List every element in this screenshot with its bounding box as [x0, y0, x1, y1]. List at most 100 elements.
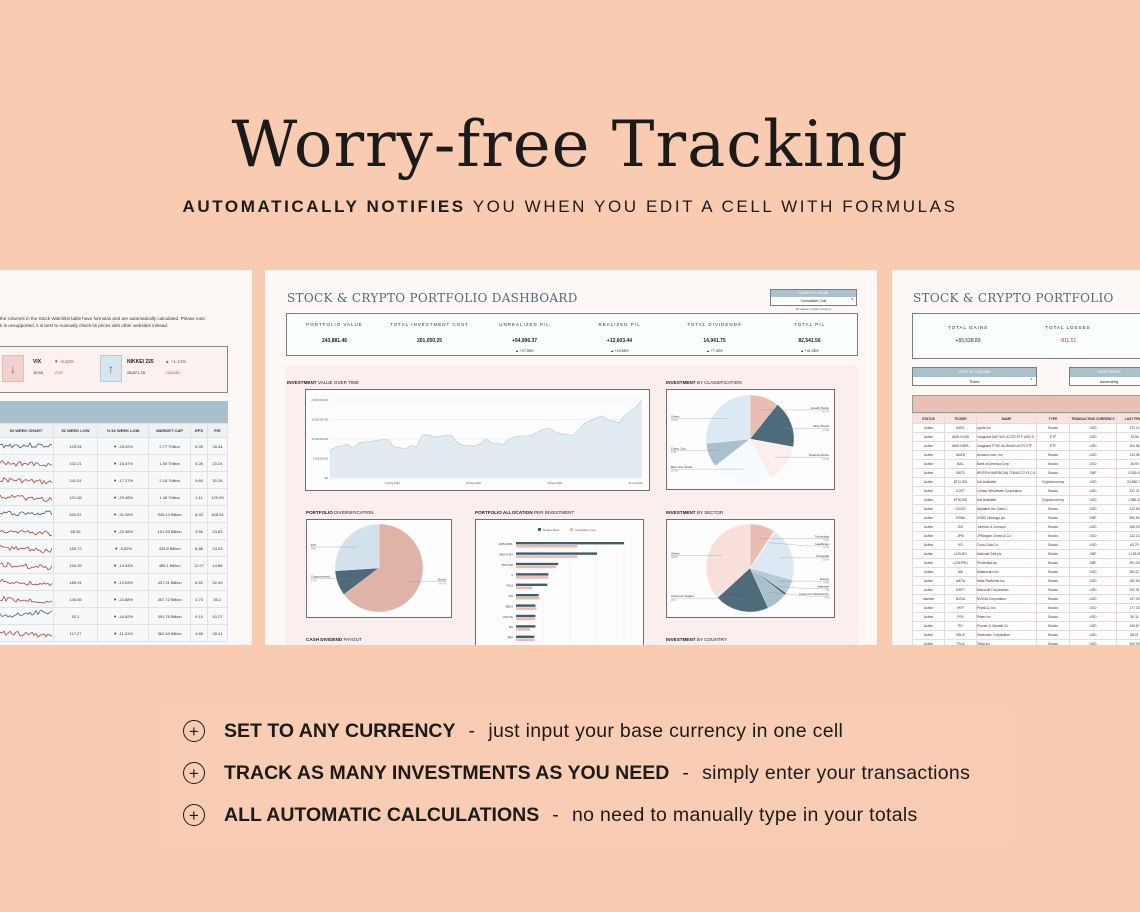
feature-desc: no need to manually type in your totals — [572, 803, 918, 826]
table-cell: Active — [912, 459, 945, 469]
table-row: Inactive NVDA NVIDIA Corporation Stocks USD 1… — [912, 594, 1140, 604]
table-cell: Apple Inc — [976, 423, 1037, 433]
table-cell: 143.55 — [1116, 450, 1140, 460]
table-cell: 8.33 — [190, 505, 208, 523]
separator: - — [468, 719, 476, 742]
table-row: 52.1 ▼ -44.82% 391.76 Billion 9.15 10.27 — [0, 607, 229, 625]
sort-order-dropdown[interactable]: SORT ORDER Ascending — [1069, 367, 1140, 386]
table-cell: Active — [912, 558, 945, 568]
table-cell: JPM — [944, 531, 977, 541]
kpi-value: +12,603.44 — [606, 338, 633, 344]
table-cell: USD — [1069, 486, 1117, 496]
column-header[interactable]: NAME — [976, 413, 1037, 424]
column-header[interactable]: TYPE — [1036, 413, 1070, 424]
table-cell: ▼ -17.27% — [97, 471, 150, 489]
table-cell: ▼ -25.02% — [97, 437, 150, 455]
table-row: 154.25 ▼ -14.54% 485.1 Billion 12.07 14.86 — [0, 556, 229, 574]
table-cell: 50.11 — [1116, 612, 1140, 622]
table-cell: Active — [912, 477, 945, 487]
slice-value: 7.6% — [824, 597, 830, 600]
table-cell: Active — [912, 630, 945, 640]
column-header[interactable]: STATUS — [912, 413, 945, 424]
gains-box: TOTAL GAINS +83,528.83 TOTAL LOSSES -811… — [912, 313, 1140, 359]
kpi-value: 82,541.56 — [798, 338, 821, 344]
table-cell: AMS:VWRL — [944, 441, 977, 451]
table-cell: ▼ -31.06% — [97, 505, 150, 523]
table-cell: 537.21 — [1116, 486, 1140, 496]
sort-column-dropdown[interactable]: SORT BY COLUMN Ticker ▾ — [912, 367, 1037, 386]
column-header[interactable]: TRANSACTING CURRENCY — [1069, 413, 1117, 424]
table-cell: Active — [912, 423, 945, 433]
table-cell: 362.43 Billion — [148, 624, 192, 642]
sparkline — [0, 595, 53, 604]
table-cell: 1,135.50 — [1116, 549, 1140, 559]
table-cell: USD — [1069, 567, 1117, 577]
table-row: Active PEP PepsiCo, Inc Stocks USD 177.33 — [912, 603, 1140, 613]
chart-by-dropdown[interactable]: CHART BY VALUE Cumulative Cost ▾ — [770, 289, 857, 306]
kpi-label: REALIZED P/L — [598, 322, 641, 327]
slice-label: Blue Chip Stocks — [671, 465, 693, 469]
bar-market-value — [516, 635, 535, 638]
table-cell: 940.14 Billion — [148, 505, 192, 523]
index-name: NIKKEI 225 — [127, 359, 154, 365]
plus-circle-icon: + — [183, 762, 205, 784]
column-header[interactable]: 52 WEEK CHART — [0, 423, 54, 438]
table-cell: MSFT — [944, 585, 977, 595]
column-header[interactable]: % 52 WEEK LOW — [97, 423, 150, 438]
note-line-2: k is unsupported, it is best to manually… — [0, 323, 169, 328]
index-change: -0.67 — [54, 370, 64, 375]
table-cell: ▼ -44.82% — [97, 607, 150, 625]
portfolio-table: STATUS TICKER NAME TYPE TRANSACTING CURRENCY… — [912, 413, 1140, 645]
slice-label: Others — [671, 552, 680, 556]
table-cell: 197.09 — [1116, 594, 1140, 604]
table-cell: Microsoft Corporation — [976, 585, 1037, 595]
table-cell: 10.27 — [206, 607, 229, 625]
table-cell: Active — [912, 639, 945, 645]
total-gains-value: +83,528.83 — [955, 338, 981, 344]
pie-slice — [705, 394, 751, 444]
column-header[interactable]: P/E — [206, 423, 229, 438]
feature-title: SET TO ANY CURRENCY — [224, 719, 456, 742]
features-backdrop — [160, 706, 1010, 842]
column-header[interactable]: LAST PRICE — [1116, 413, 1140, 424]
table-cell: USD — [1069, 441, 1117, 451]
slice-value: 64.7% — [439, 582, 447, 585]
table-cell: 154.25 — [52, 556, 99, 574]
table-cell: 550.60 — [1116, 513, 1140, 523]
table-cell: GBP — [1069, 513, 1117, 523]
table-cell: Cryptocurrency — [1036, 477, 1070, 487]
table-row: 117.27 ▼ -11.31% 362.43 Billion 4.65 28.41 — [0, 624, 229, 642]
table-cell: NVDA — [944, 594, 977, 604]
table-cell: Meta Platforms Inc — [976, 576, 1037, 586]
feature-title: ALL AUTOMATIC CALCULATIONS — [224, 803, 540, 826]
table-cell: 122.83 — [1116, 504, 1140, 514]
kpi-value: 201,050.25 — [416, 338, 443, 344]
table-cell: USD — [1069, 603, 1117, 613]
category-label: TSLA — [506, 584, 513, 588]
table-cell: PFE — [944, 612, 977, 622]
sparkline-cell — [0, 624, 54, 642]
bar-market-value — [516, 552, 597, 555]
kpi-value: +54,996.37 — [511, 338, 538, 344]
allocation-chart: Market Value Cumulative Cost AMS:VWRL AMS:V… — [475, 519, 644, 645]
total-gains-label: TOTAL GAINS — [947, 325, 989, 330]
slice-label: Energy — [820, 577, 829, 581]
kpi-label: UNREALIZED P/L — [499, 322, 550, 327]
column-header[interactable]: 52 WEEK LOW — [52, 423, 99, 438]
bar-cumulative-cost — [516, 555, 578, 558]
value-over-time-chart: $0 5,000,000.00 10,000,000.00 15,000,000.00… — [305, 389, 650, 491]
table-banner — [0, 401, 228, 423]
leader-line — [774, 586, 829, 589]
total-losses-label: TOTAL LOSSES — [1045, 325, 1091, 330]
table-cell: JNJ — [944, 522, 977, 532]
sparkline-cell — [0, 488, 54, 506]
column-header[interactable]: MARKET CAP — [148, 423, 192, 438]
column-header[interactable]: EPS — [190, 423, 208, 438]
sparkline-cell — [0, 539, 54, 557]
table-cell: 24.03 — [206, 539, 229, 557]
table-cell: ▼ -11.31% — [97, 624, 150, 642]
table-cell: Stocks — [1036, 486, 1070, 496]
column-header[interactable]: TICKER — [944, 413, 977, 424]
bar-market-value — [516, 604, 536, 607]
dashboard-panel: STOCK & CRYPTO PORTFOLIO DASHBOARD CHART… — [265, 270, 877, 645]
